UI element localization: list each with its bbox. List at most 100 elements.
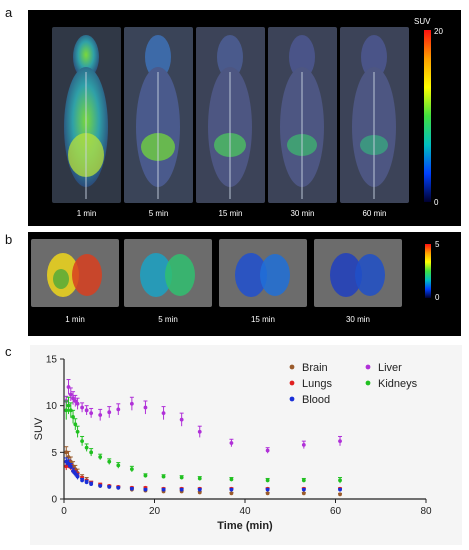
data-point [265,478,270,483]
legend-marker [289,364,295,370]
data-point [98,413,103,417]
legend-marker [365,364,371,370]
data-point [73,422,78,427]
data-point [338,439,342,444]
scan-image [314,239,402,307]
data-point [71,469,75,473]
data-point [68,392,73,397]
y-tick-label: 5 [51,448,57,459]
data-point [116,463,121,468]
scan-image [124,27,193,203]
colorbar-gradient [424,30,431,202]
scan-label: 1 min [65,315,85,324]
data-point [107,459,112,464]
data-point [179,417,184,422]
data-point [129,467,134,472]
legend-marker [289,380,295,386]
data-point [98,484,103,488]
scan-label: 1 min [76,209,97,218]
data-point [179,475,184,480]
data-point [197,490,202,495]
data-point [73,471,78,476]
data-point [116,485,121,490]
colorbar-max: 20 [434,27,443,36]
data-point [338,478,342,483]
scan-image [219,239,307,307]
data-point [197,487,202,492]
data-point [197,476,202,481]
data-point [80,439,84,444]
data-point [98,455,103,459]
panel-a-whole-body-scans: 1 min 5 min 15 min 30 min 60 min SUV 20 … [28,10,461,226]
data-point [143,487,148,492]
data-point [229,441,234,445]
legend-label: Liver [378,362,402,374]
data-point [75,429,80,434]
data-point [116,407,121,412]
data-point [265,491,270,496]
x-tick-label: 60 [330,506,342,517]
scan-image [124,239,212,307]
scan-image [196,27,265,203]
data-point [143,405,148,410]
legend-label: Lungs [302,378,332,390]
y-tick-label: 0 [51,495,57,506]
data-point [64,408,69,413]
data-point [301,487,306,492]
legend-marker [365,380,371,386]
data-point [107,410,112,415]
data-point [129,486,134,491]
scan-image [340,27,409,203]
data-point [161,487,166,492]
x-tick-label: 20 [149,506,161,517]
legend-label: Kidneys [378,378,418,390]
y-axis-label: SUV [33,417,45,440]
scan-image [268,27,337,203]
scan-label: 30 min [345,315,370,324]
panel-c-suv-chart: 0 20 40 60 80 0 5 10 15 Time (min) SUV Brain Lungs Bl… [30,345,462,545]
x-axis-label: Time (min) [217,520,273,532]
data-point [66,403,71,408]
data-point [71,396,75,401]
suv-time-chart: 0 20 40 60 80 0 5 10 15 Time (min) SUV Brain Lungs Bl… [33,355,432,533]
data-point [301,478,306,483]
colorbar-gradient [425,244,431,298]
data-point [89,482,94,486]
data-point [84,408,89,413]
x-tick-label: 80 [420,506,432,517]
colorbar-max: 5 [435,240,440,249]
data-point [143,473,148,478]
colorbar-title: SUV [414,17,431,26]
colorbar-min: 0 [435,293,440,302]
data-point [338,492,342,497]
data-point [129,401,134,406]
data-point [89,450,94,455]
data-point [197,429,202,434]
data-point [68,408,73,413]
panel-letter-b: b [5,232,13,247]
data-point [84,480,89,485]
data-point [301,491,306,496]
data-point [66,461,71,466]
data-point [89,411,94,416]
scan-image [52,27,121,203]
scan-label: 15 min [218,209,243,218]
panel-b-lung-scans: 1 min 5 min 15 min 30 min 5 0 [28,232,461,336]
x-tick-label: 40 [239,506,251,517]
data-point [73,399,78,403]
data-point [179,487,184,492]
colorbar-min: 0 [434,198,439,207]
data-point [75,401,80,406]
data-point [80,478,84,483]
data-point [161,411,166,416]
data-point [265,487,270,492]
data-point [229,487,234,492]
y-tick-label: 10 [46,401,58,412]
data-point [161,474,166,479]
data-point [229,491,234,496]
data-point [71,414,75,419]
scan-label: 15 min [250,315,275,324]
legend-label: Brain [302,362,328,374]
data-point [84,445,89,450]
data-point [338,487,342,492]
